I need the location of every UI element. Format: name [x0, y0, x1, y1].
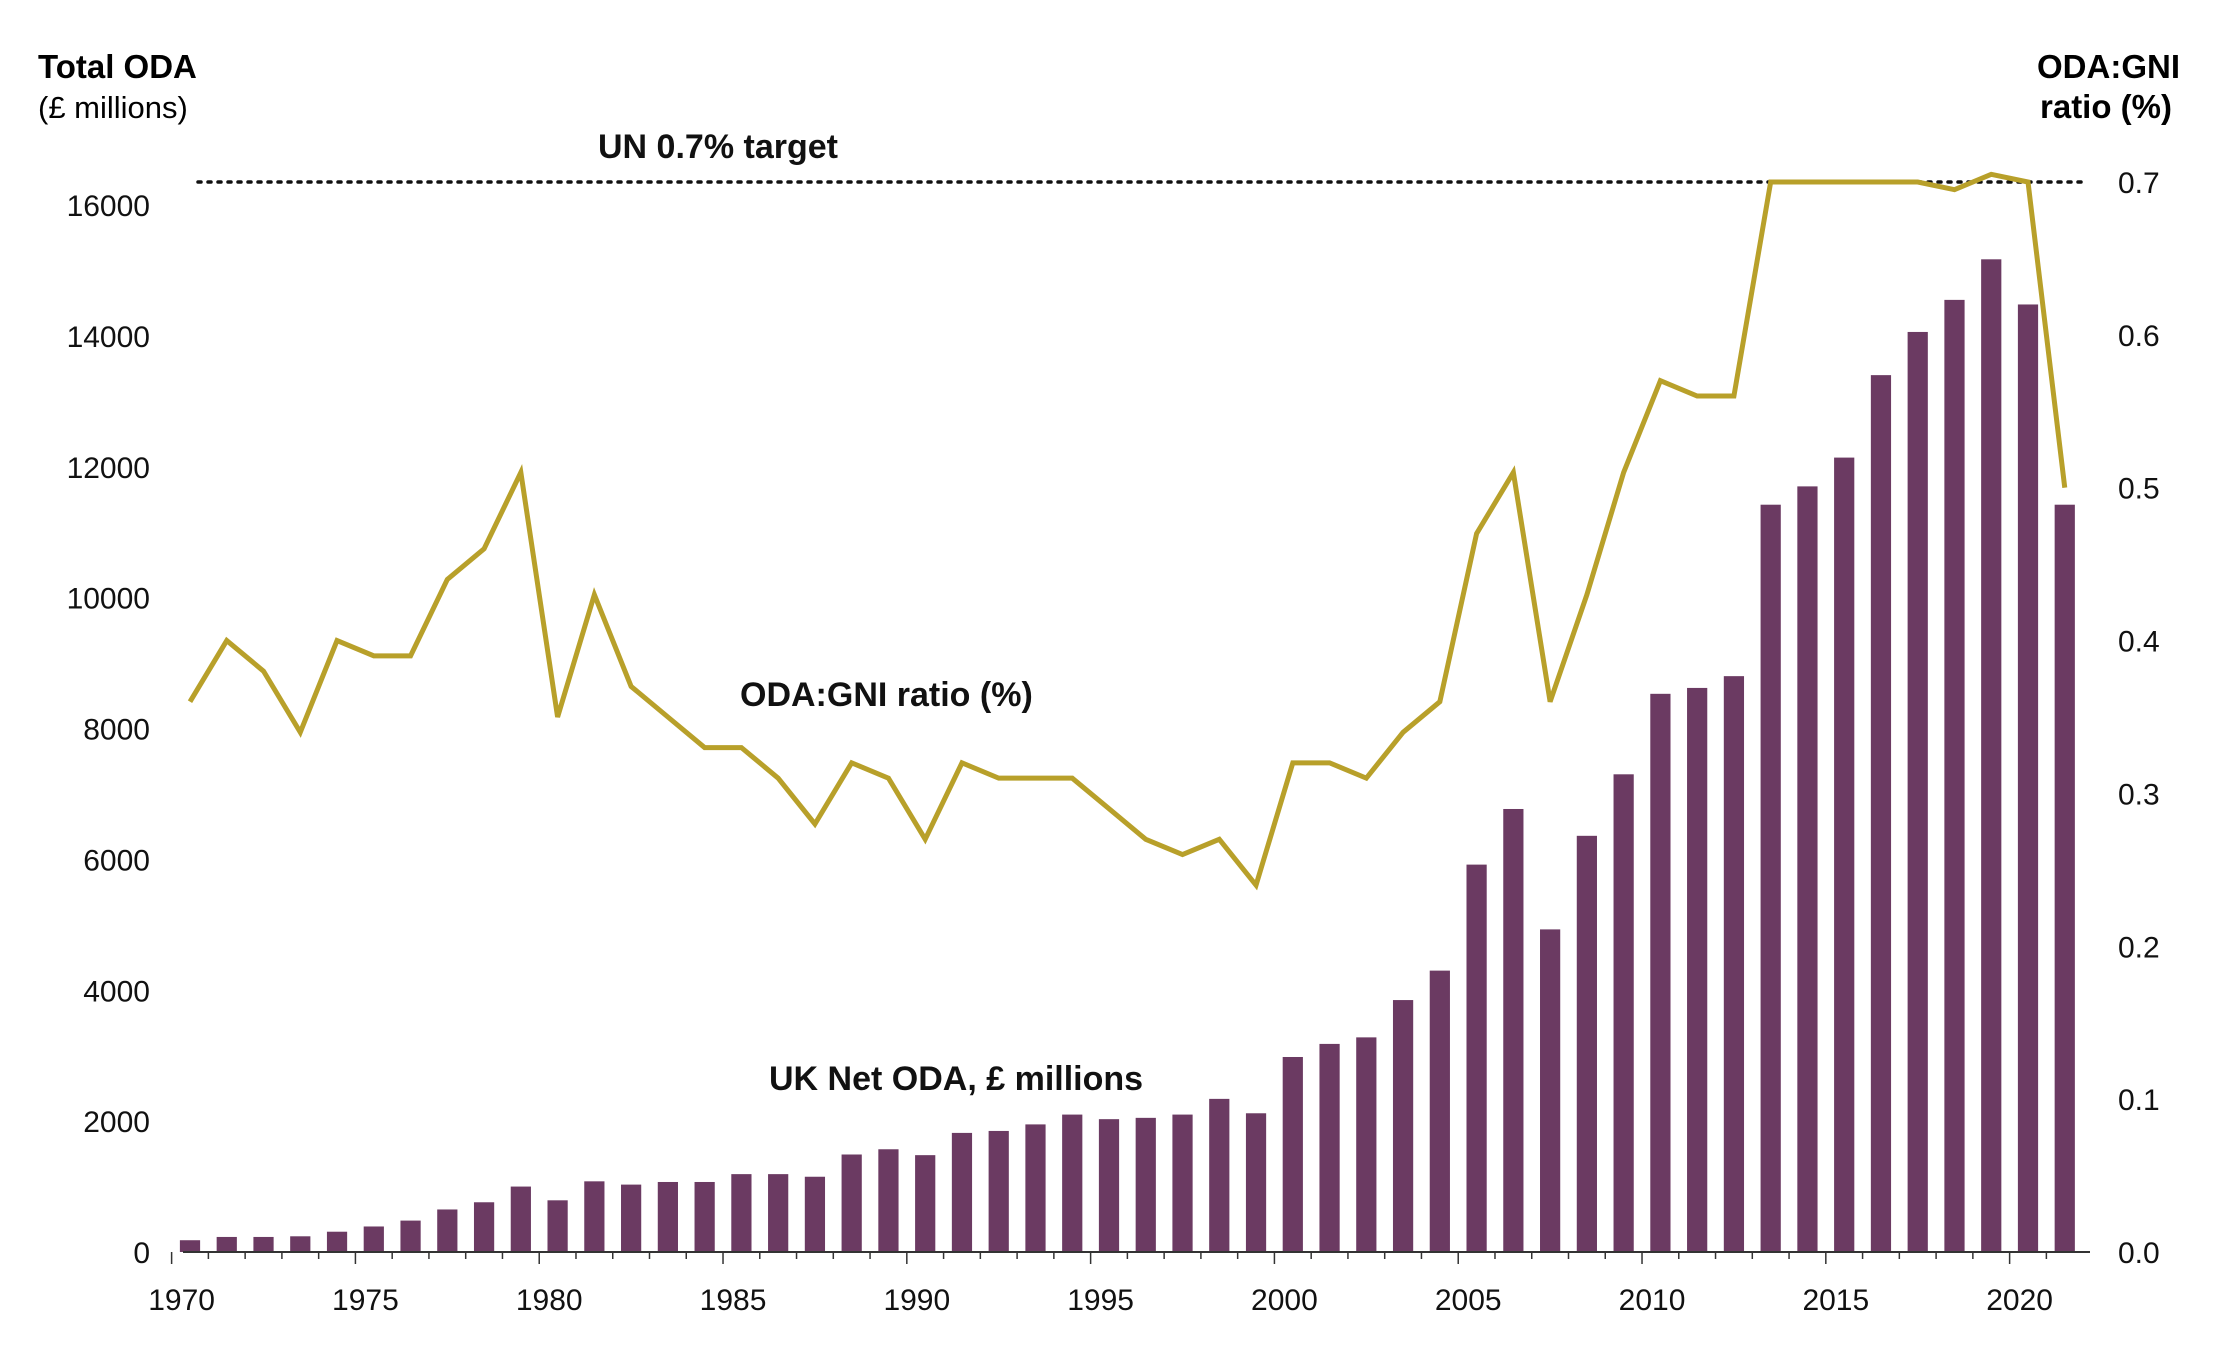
oda-bar — [1540, 929, 1561, 1252]
oda-bar — [915, 1155, 936, 1252]
oda-bar — [1944, 299, 1965, 1252]
x-tick-label: 2020 — [1986, 1284, 2053, 1317]
oda-bar — [1650, 693, 1671, 1252]
oda-bar — [878, 1149, 899, 1252]
oda-bar — [1687, 687, 1708, 1252]
oda-bar — [841, 1154, 862, 1252]
oda-bars — [179, 259, 2075, 1253]
oda-bar — [694, 1181, 715, 1252]
oda-bar — [1062, 1114, 1083, 1252]
left-tick-label: 6000 — [83, 844, 150, 877]
ratio-line — [187, 171, 2068, 891]
right-axis-title-line2: ratio (%) — [2040, 88, 2172, 125]
oda-bar — [804, 1176, 826, 1252]
oda-bar — [1392, 1000, 1414, 1252]
target-label: UN 0.7% target — [598, 128, 838, 166]
oda-bar — [510, 1186, 531, 1252]
x-tick-label: 1980 — [516, 1284, 583, 1317]
oda-bar — [253, 1236, 274, 1252]
oda-bar — [437, 1209, 458, 1252]
right-tick-label: 0.0 — [2118, 1237, 2160, 1270]
x-tick-label: 1995 — [1067, 1284, 1134, 1317]
left-tick-label: 8000 — [83, 714, 150, 747]
left-tick-label: 16000 — [67, 190, 150, 223]
oda-bar — [1429, 970, 1450, 1252]
oda-bar — [473, 1202, 495, 1252]
oda-bar — [1907, 331, 1928, 1253]
oda-bar — [1870, 375, 1892, 1252]
x-axis: 1970 1975 1980 1985 1990 1995 2000 2005 2010 2015… — [148, 1251, 2090, 1317]
oda-bar — [1981, 259, 2002, 1252]
oda-bar — [621, 1184, 642, 1252]
left-axis-unit: (£ millions) — [38, 90, 188, 125]
right-tick-label: 0.6 — [2118, 320, 2160, 353]
oda-bar — [731, 1174, 752, 1252]
oda-bar — [1613, 774, 1634, 1252]
oda-bar — [179, 1240, 201, 1252]
ratio-line-group — [187, 171, 2068, 891]
x-tick-label: 2015 — [1802, 1284, 1869, 1317]
x-tick-label: 2000 — [1251, 1284, 1318, 1317]
oda-bar — [1209, 1098, 1230, 1252]
oda-bar — [547, 1200, 568, 1252]
oda-bar — [400, 1220, 421, 1252]
right-tick-label: 0.4 — [2118, 626, 2160, 659]
oda-bar — [326, 1231, 348, 1252]
left-axis-title: Total ODA — [38, 48, 197, 85]
oda-bar — [1135, 1117, 1156, 1252]
oda-bar — [2054, 504, 2075, 1252]
x-tick-label: 1985 — [700, 1284, 767, 1317]
oda-bar — [1723, 676, 1745, 1252]
x-tick-label: 2010 — [1619, 1284, 1686, 1317]
left-tick-label: 0 — [133, 1237, 150, 1270]
oda-bar — [1576, 835, 1597, 1252]
right-tick-label: 0.1 — [2118, 1084, 2160, 1117]
right-tick-label: 0.5 — [2118, 473, 2160, 506]
left-tick-label: 4000 — [83, 975, 150, 1008]
oda-bar — [363, 1226, 384, 1252]
oda-bar — [951, 1132, 973, 1252]
left-tick-label: 10000 — [67, 583, 150, 616]
oda-bar — [1834, 457, 1855, 1252]
right-axis-title-line1: ODA:GNI — [2037, 48, 2180, 85]
x-tick-label: 2005 — [1435, 1284, 1502, 1317]
oda-bar — [290, 1236, 311, 1252]
oda-bar — [1319, 1043, 1340, 1252]
right-tick-label: 0.2 — [2118, 931, 2160, 964]
right-axis-ticks: 0.0 0.1 0.2 0.3 0.4 0.5 0.6 0.7 — [2118, 167, 2160, 1270]
x-tick-label: 1970 — [148, 1284, 215, 1317]
x-tick-label: 1975 — [332, 1284, 399, 1317]
oda-bar — [657, 1181, 678, 1252]
right-tick-label: 0.7 — [2118, 167, 2160, 200]
oda-bar — [1098, 1119, 1120, 1252]
left-tick-label: 14000 — [67, 321, 150, 354]
oda-bar — [768, 1174, 789, 1252]
right-tick-label: 0.3 — [2118, 778, 2160, 811]
oda-bar — [1503, 808, 1524, 1252]
oda-bar — [988, 1130, 1009, 1252]
oda-bar — [216, 1236, 237, 1252]
oda-bar — [1282, 1056, 1303, 1252]
left-tick-label: 2000 — [83, 1106, 150, 1139]
oda-bar — [1760, 504, 1781, 1252]
ratio-series-label: ODA:GNI ratio (%) — [740, 676, 1033, 714]
oda-bar — [1356, 1037, 1377, 1252]
oda-bar — [1797, 486, 1818, 1253]
oda-bar — [1025, 1124, 1046, 1252]
oda-bar — [2017, 304, 2039, 1253]
x-tick-label: 1990 — [883, 1284, 950, 1317]
oda-bar — [1245, 1113, 1267, 1252]
oda-bar — [1172, 1114, 1193, 1252]
oda-series-label: UK Net ODA, £ millions — [769, 1060, 1143, 1098]
left-axis-ticks: 0 2000 4000 6000 8000 10000 12000 14000 16000 — [67, 190, 150, 1270]
oda-bar — [1466, 864, 1487, 1252]
left-tick-label: 12000 — [67, 452, 150, 485]
oda-bar — [584, 1181, 605, 1252]
